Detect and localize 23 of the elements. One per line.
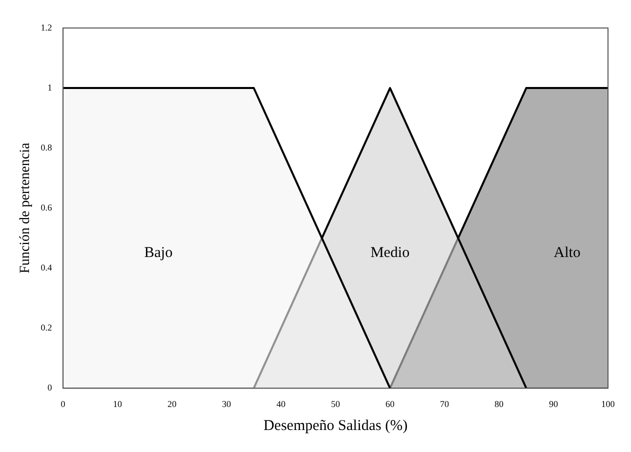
x-tick-label: 70 — [440, 398, 450, 409]
x-tick-label: 0 — [60, 398, 66, 409]
y-tick-label: 1 — [48, 82, 52, 92]
y-tick-label: 0.4 — [40, 262, 53, 272]
y-tick-label: 1.2 — [40, 22, 52, 32]
y-tick-label: 0.6 — [40, 202, 53, 212]
x-tick-label: 60 — [386, 398, 396, 409]
y-axis-title: Función de pertenencia — [18, 142, 34, 274]
x-tick-label: 20 — [168, 398, 178, 409]
x-tick-label: 90 — [549, 398, 559, 409]
x-axis-title: Desempeño Salidas (%) — [263, 418, 408, 434]
x-tick-label: 10 — [113, 398, 123, 409]
y-tick-label: 0.2 — [40, 322, 52, 333]
x-tick-label: 30 — [222, 398, 232, 409]
y-tick-label: 0 — [48, 382, 53, 393]
x-tick-label: 100 — [601, 398, 616, 409]
y-tick-label: 0.8 — [40, 142, 53, 152]
x-tick-label: 40 — [276, 398, 286, 409]
x-tick-label: 80 — [494, 398, 504, 409]
x-tick-label: 50 — [331, 398, 341, 409]
series-label: Alto — [554, 245, 580, 262]
series-label: Medio — [370, 245, 410, 262]
series-label: Bajo — [144, 245, 173, 262]
